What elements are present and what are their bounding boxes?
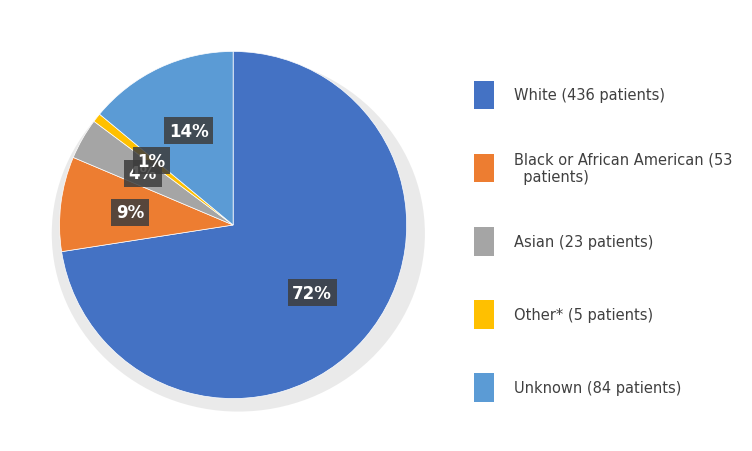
Text: Other* (5 patients): Other* (5 patients) (514, 307, 653, 322)
Wedge shape (99, 52, 233, 226)
Text: 1%: 1% (137, 152, 165, 170)
FancyBboxPatch shape (474, 154, 494, 183)
Text: 14%: 14% (169, 123, 209, 140)
Ellipse shape (52, 57, 425, 412)
Text: Asian (23 patients): Asian (23 patients) (514, 234, 653, 249)
Text: 4%: 4% (129, 165, 157, 183)
Wedge shape (73, 122, 233, 226)
Text: Unknown (84 patients): Unknown (84 patients) (514, 380, 681, 396)
FancyBboxPatch shape (474, 301, 494, 329)
Text: Black or African American (53
  patients): Black or African American (53 patients) (514, 152, 732, 185)
Text: 9%: 9% (116, 204, 144, 222)
Text: White (436 patients): White (436 patients) (514, 88, 665, 103)
Wedge shape (62, 52, 407, 399)
Wedge shape (94, 115, 233, 226)
FancyBboxPatch shape (474, 373, 494, 402)
Text: 72%: 72% (293, 284, 332, 302)
FancyBboxPatch shape (474, 81, 494, 110)
Wedge shape (59, 158, 233, 252)
FancyBboxPatch shape (474, 227, 494, 256)
